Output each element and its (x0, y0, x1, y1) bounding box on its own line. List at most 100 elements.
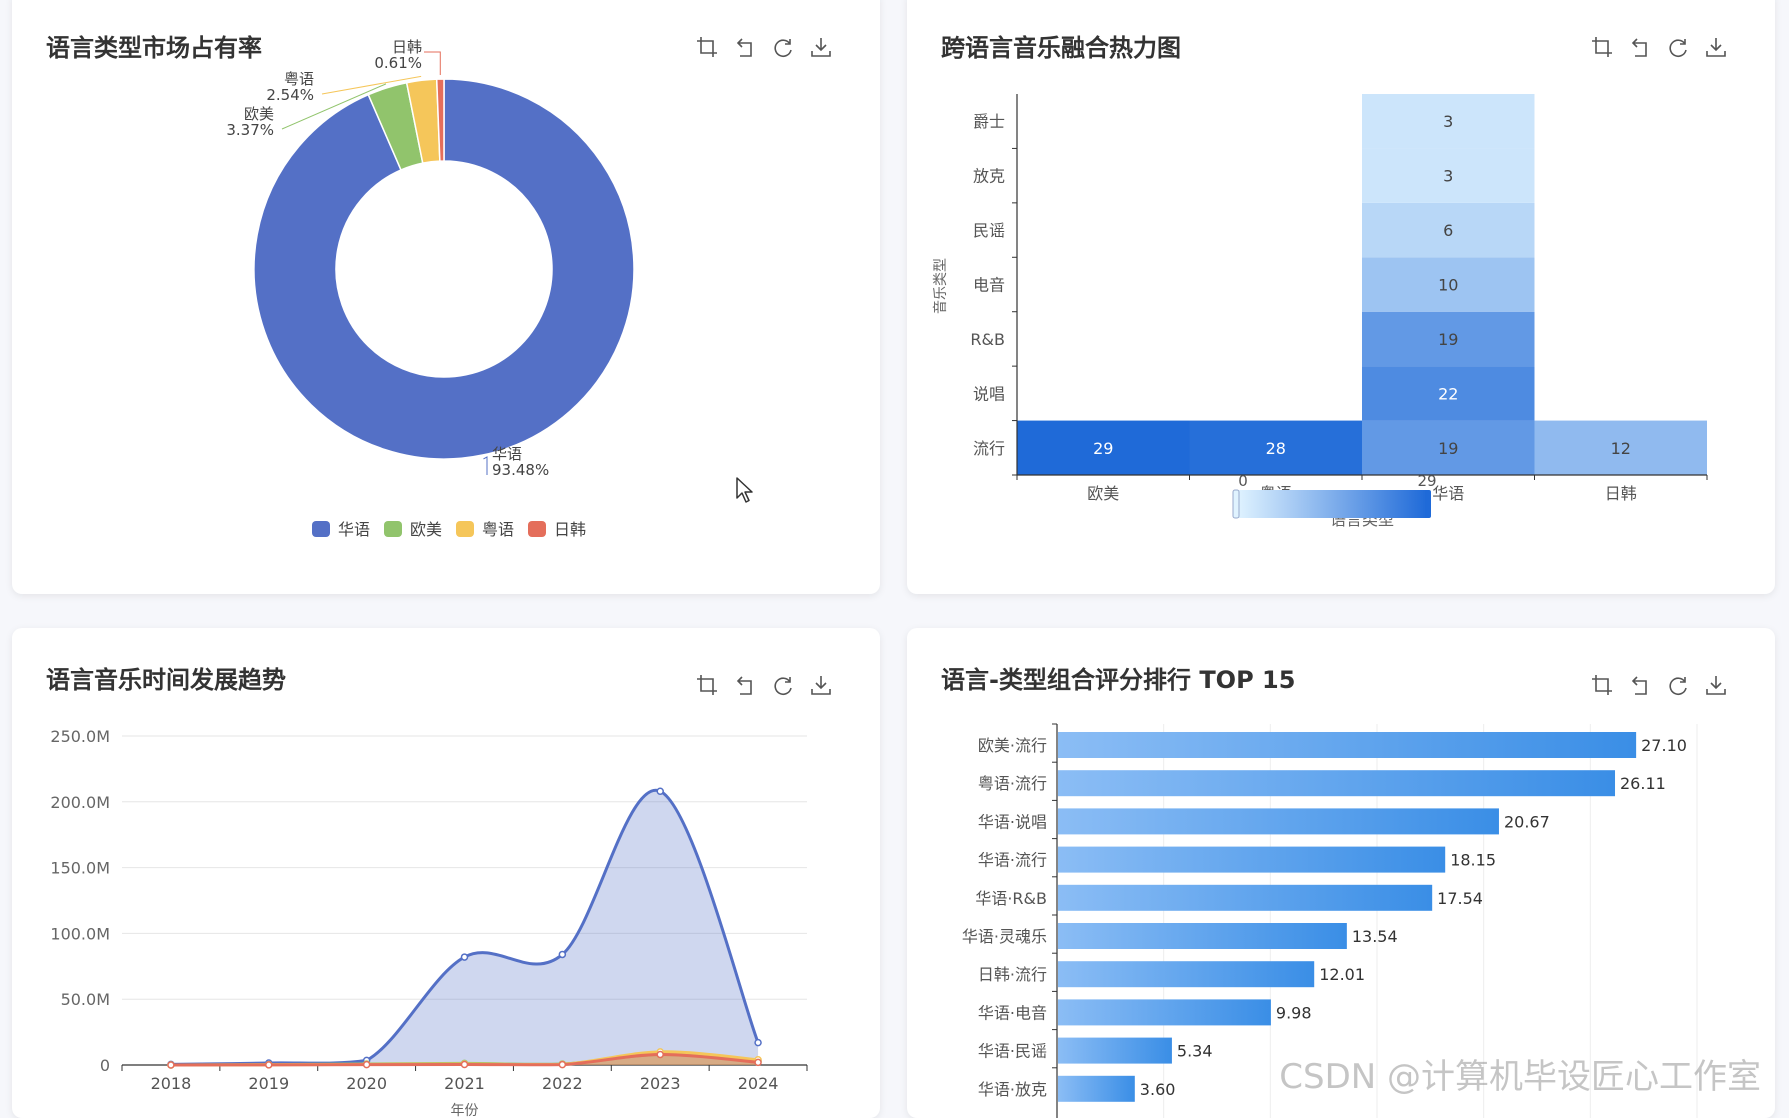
ranking-toolbox (1591, 674, 1727, 696)
pie-leader-line (321, 75, 422, 95)
heatmap-card: 跨语言音乐融合热力图 29 28 19 12 22 19 10 6 3 3 流行 说唱 R&B 电音 民谣 放… (907, 0, 1775, 594)
heatmap-y-tick-label: 爵士 (973, 112, 1005, 131)
refresh-icon[interactable] (772, 674, 794, 696)
ranking-value-label: 20.67 (1504, 812, 1550, 831)
pie-slice-label: 0.61% (374, 54, 422, 72)
trend-y-tick-label: 250.0M (50, 727, 110, 746)
heatmap-y-tick-label: R&B (970, 330, 1005, 349)
undo-icon[interactable] (734, 674, 756, 696)
heatmap-cell (1362, 148, 1535, 203)
heatmap-cell (1362, 94, 1535, 149)
ranking-bar (1058, 1037, 1172, 1064)
ranking-value-label: 18.15 (1450, 851, 1496, 870)
pie-slice-label: 93.48% (492, 461, 549, 479)
crop-icon[interactable] (1591, 674, 1613, 696)
heatmap-y-tick-label: 放克 (973, 167, 1005, 186)
ranking-bar (1058, 1075, 1135, 1102)
visual-map-handle-max (1425, 490, 1431, 518)
heatmap-cell-label: 22 (1438, 384, 1458, 403)
trend-x-tick-label: 2020 (346, 1074, 387, 1093)
ranking-bar (1058, 884, 1433, 911)
undo-icon[interactable] (734, 36, 756, 58)
ranking-value-label: 5.34 (1177, 1042, 1213, 1061)
pie-slice-name: 日韩 (392, 38, 422, 56)
trend-point (167, 1061, 175, 1069)
trend-x-tick-label: 2024 (738, 1074, 779, 1093)
pie-slice-name: 华语 (492, 445, 522, 463)
undo-icon[interactable] (1629, 36, 1651, 58)
crop-icon[interactable] (696, 674, 718, 696)
heatmap-cell-label: 6 (1443, 221, 1453, 240)
heatmap-cell-label: 19 (1438, 439, 1458, 458)
pie-leader-line (483, 456, 488, 475)
ranking-category-label: 华语·流行 (978, 851, 1047, 870)
trend-series-area (170, 1051, 759, 1065)
download-icon[interactable] (810, 36, 832, 58)
trend-x-tick-label: 2021 (444, 1074, 485, 1093)
visual-map-bar (1237, 490, 1427, 518)
trend-point (754, 1038, 762, 1047)
heatmap-x-tick-label: 华语 (1432, 484, 1464, 503)
trend-toolbox (696, 674, 832, 696)
pie-slice (253, 78, 635, 460)
ranking-category-label: 华语·电音 (978, 1003, 1047, 1022)
legend-label: 华语 (338, 520, 370, 539)
trend-y-tick-label: 100.0M (50, 924, 110, 943)
trend-series-line (170, 788, 760, 1066)
refresh-icon[interactable] (772, 36, 794, 58)
heatmap-x-tick-label: 欧美 (1087, 484, 1119, 503)
ranking-value-label: 26.11 (1620, 774, 1666, 793)
download-icon[interactable] (1705, 674, 1727, 696)
trend-y-tick-label: 150.0M (50, 859, 110, 878)
heatmap-cell (1362, 420, 1535, 475)
trend-series-area (170, 1054, 759, 1065)
ranking-bar (1058, 808, 1499, 835)
heatmap-x-tick-label: 日韩 (1605, 484, 1637, 503)
ranking-category-label: 华语·灵魂乐 (962, 927, 1047, 946)
crop-icon[interactable] (1591, 36, 1613, 58)
heatmap-cell (1534, 420, 1707, 475)
pie-slice-name: 欧美 (244, 105, 274, 123)
trend-series-area (170, 1054, 759, 1065)
ranking-chart: 欧美·流行 27.10 粤语·流行 26.11 华语·说唱 20.67 华语·流行 18.15… (962, 723, 1698, 1118)
legend-label: 粤语 (482, 520, 514, 539)
download-icon[interactable] (810, 674, 832, 696)
trend-y-tick-label: 50.0M (61, 990, 110, 1009)
trend-point (558, 950, 567, 959)
undo-icon[interactable] (1629, 674, 1651, 696)
ranking-bar (1058, 999, 1271, 1026)
heatmap-cell (1362, 366, 1535, 421)
ranking-value-label: 17.54 (1437, 889, 1483, 908)
heatmap-cell-label: 12 (1611, 439, 1631, 458)
trend-point (656, 1050, 664, 1059)
refresh-icon[interactable] (1667, 674, 1689, 696)
pie-slice (435, 78, 445, 162)
heatmap-cell-label: 3 (1443, 112, 1453, 131)
ranking-category-label: 华语·R&B (975, 889, 1047, 908)
trend-x-tick-label: 2018 (151, 1074, 192, 1093)
ranking-category-label: 日韩·流行 (978, 965, 1047, 984)
ranking-category-label: 欧美·流行 (978, 736, 1047, 755)
download-icon[interactable] (1705, 36, 1727, 58)
mouse-cursor-icon (735, 476, 755, 508)
trend-chart-card: 语言音乐时间发展趋势 0 50.0M 100.0M 150.0M 200.0M 250.0… (12, 628, 880, 1118)
csdn-watermark: CSDN @计算机毕设匠心工作室 (1279, 1057, 1761, 1097)
ranking-category-label: 华语·说唱 (978, 812, 1047, 831)
heatmap-cell-label: 3 (1443, 167, 1453, 186)
heatmap-cell-label: 28 (1266, 439, 1286, 458)
crop-icon[interactable] (696, 36, 718, 58)
legend-swatch (384, 521, 402, 537)
heatmap-y-tick-label: 说唱 (973, 384, 1005, 403)
visual-map-max-label: 29 (1417, 472, 1436, 490)
trend-point (656, 787, 664, 796)
ranking-chart-card: 语言-类型组合评分排行 TOP 15 欧美·流行 27.10 粤语·流行 26.11 华… (907, 628, 1775, 1118)
refresh-icon[interactable] (1667, 36, 1689, 58)
pie-leader-line (424, 51, 441, 76)
heatmap-y-tick-label: 流行 (973, 439, 1005, 458)
ranking-value-label: 9.98 (1276, 1003, 1312, 1022)
heatmap-cell (1189, 420, 1362, 475)
ranking-bar (1058, 770, 1616, 797)
ranking-chart-title: 语言-类型组合评分排行 TOP 15 (941, 666, 1296, 694)
trend-point (460, 953, 469, 961)
legend-label: 欧美 (410, 520, 442, 539)
